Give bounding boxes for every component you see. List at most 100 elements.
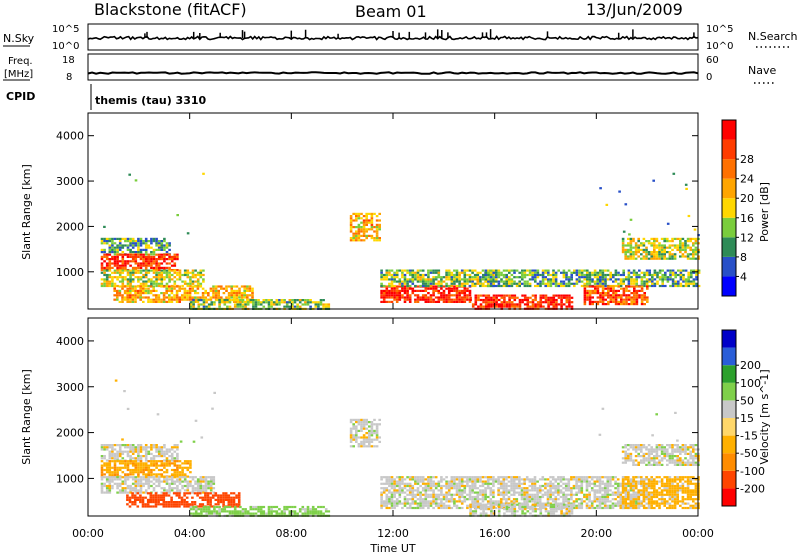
data-cell <box>629 495 633 499</box>
data-cell <box>621 244 625 247</box>
data-cell <box>429 278 433 281</box>
data-cell <box>150 280 153 283</box>
data-cell <box>197 299 201 302</box>
data-cell <box>165 251 169 254</box>
data-cell <box>492 273 495 277</box>
data-cell <box>147 482 151 485</box>
data-cell <box>173 285 176 288</box>
data-cell <box>134 462 138 465</box>
data-cell <box>393 506 396 510</box>
data-cell <box>165 246 169 249</box>
data-cell <box>403 502 407 505</box>
data-cell <box>357 230 361 233</box>
data-cell <box>640 289 644 292</box>
data-cell <box>176 460 179 463</box>
data-cell <box>460 300 464 303</box>
data-cell <box>570 487 573 490</box>
data-cell <box>570 478 573 481</box>
data-cell <box>233 305 237 308</box>
data-cell <box>233 300 236 303</box>
data-cell <box>481 489 485 492</box>
data-cell <box>544 276 547 279</box>
data-cell <box>458 294 461 297</box>
data-cell <box>531 301 535 304</box>
data-cell <box>209 289 213 292</box>
data-cell <box>324 305 328 308</box>
data-cell <box>189 305 193 308</box>
data-cell <box>664 276 667 279</box>
data-cell <box>210 303 214 306</box>
data-cell <box>212 487 216 490</box>
data-cell <box>398 484 402 488</box>
data-cell <box>562 482 565 485</box>
data-cell <box>118 478 122 481</box>
data-cell <box>538 484 542 488</box>
data-cell <box>518 271 521 274</box>
data-cell <box>427 502 430 505</box>
data-cell <box>144 244 148 247</box>
data-cell <box>204 484 208 488</box>
data-cell <box>515 476 519 479</box>
data-cell <box>116 248 119 251</box>
data-cell <box>593 489 597 492</box>
data-cell <box>572 502 576 505</box>
data-cell <box>236 512 240 515</box>
data-cell <box>552 303 556 306</box>
data-cell <box>505 305 509 308</box>
data-cell <box>562 282 566 285</box>
data-cell <box>632 282 636 285</box>
data-cell <box>697 234 700 237</box>
data-cell <box>118 452 122 455</box>
data-cell <box>487 305 491 308</box>
data-cell <box>484 480 487 483</box>
data-cell <box>275 299 279 302</box>
data-cell <box>590 500 594 503</box>
data-cell <box>554 276 558 279</box>
data-cell <box>502 502 506 505</box>
data-cell <box>437 506 441 510</box>
data-cell <box>406 482 409 485</box>
data-cell <box>105 237 109 240</box>
data-cell <box>388 289 391 292</box>
colorbar-swatch <box>722 217 736 238</box>
data-cell <box>476 273 480 277</box>
data-cell <box>214 498 218 501</box>
data-cell <box>324 510 328 513</box>
data-cell <box>437 280 441 283</box>
data-cell <box>142 482 145 485</box>
velocity-heatmap <box>100 379 700 517</box>
data-cell <box>466 506 469 510</box>
data-cell <box>588 292 592 295</box>
data-cell <box>355 215 358 218</box>
data-cell <box>393 280 396 283</box>
data-cell <box>142 240 145 243</box>
data-cell <box>121 444 125 447</box>
data-cell <box>134 480 138 483</box>
data-cell <box>612 298 615 301</box>
data-cell <box>113 473 117 476</box>
data-cell <box>489 273 493 277</box>
data-cell <box>518 491 521 494</box>
data-cell <box>380 491 383 494</box>
data-cell <box>173 450 177 453</box>
data-cell <box>642 237 646 240</box>
data-cell <box>108 253 112 256</box>
data-cell <box>490 301 493 304</box>
data-cell <box>150 464 153 467</box>
data-cell <box>134 240 138 243</box>
data-cell <box>668 255 672 258</box>
data-cell <box>124 466 127 469</box>
data-cell <box>385 489 389 492</box>
data-cell <box>131 271 135 274</box>
data-cell <box>604 280 607 283</box>
data-cell <box>185 505 189 508</box>
data-cell <box>222 492 225 495</box>
data-cell <box>113 298 116 301</box>
data-cell <box>638 285 641 288</box>
data-cell <box>666 251 669 254</box>
data-cell <box>183 466 187 469</box>
data-cell <box>194 299 198 302</box>
data-cell <box>191 289 194 292</box>
data-cell <box>137 452 140 455</box>
data-cell <box>666 280 670 283</box>
